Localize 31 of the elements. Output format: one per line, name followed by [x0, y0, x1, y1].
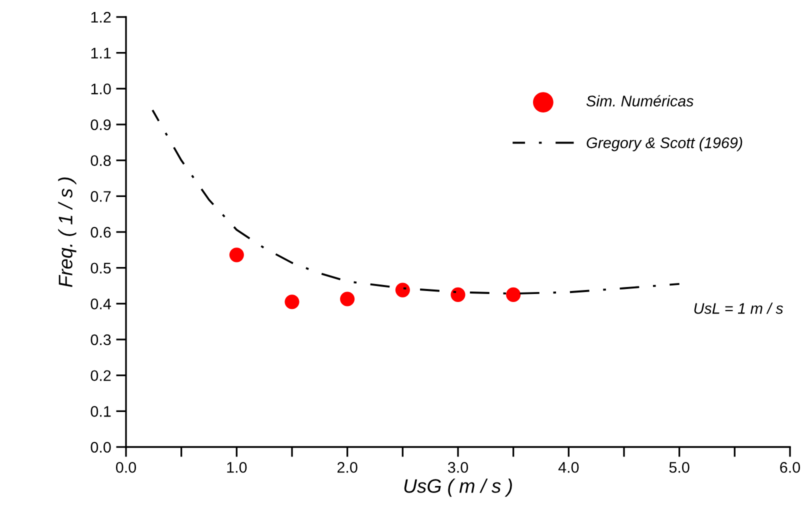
- y-tick-label: 0.0: [90, 442, 111, 453]
- y-axis-title: Freq. ( 1 / s ): [58, 178, 76, 288]
- x-tick-label: 1.0: [227, 462, 247, 473]
- y-tick-label: 1.2: [91, 12, 111, 23]
- legend-label: Sim. Numéricas: [586, 95, 694, 106]
- y-tick-label: 0.7: [90, 191, 111, 202]
- y-tick-label: 0.8: [90, 155, 111, 166]
- point: [450, 287, 466, 302]
- y-tick-label: 0.1: [90, 406, 111, 417]
- x-tick-label: 3.0: [448, 462, 468, 473]
- point: [506, 287, 521, 302]
- y-tick-label: 0.2: [90, 370, 111, 382]
- y-tick-label: 1.1: [91, 48, 111, 58]
- x-axis-title: UsG ( m / s ): [404, 478, 512, 497]
- x-tick-label: 4.0: [558, 462, 579, 473]
- y-tick-label: 0.5: [90, 262, 111, 274]
- annotation: UsL = 1 m / s: [694, 302, 784, 314]
- y-tick-label: 0.3: [90, 334, 111, 346]
- point: [229, 248, 244, 262]
- x-tick-label: 5.0: [669, 462, 690, 473]
- point: [395, 282, 410, 298]
- point: [284, 294, 300, 310]
- y-tick-label: 0.6: [90, 226, 111, 238]
- y-tick-label: 0.9: [90, 119, 111, 130]
- y-tick-label: 1.0: [91, 84, 111, 94]
- x-tick-label: 2.0: [337, 462, 358, 473]
- y-tick-label: 0.4: [90, 298, 111, 310]
- legend-label: Gregory & Scott (1969): [586, 136, 742, 152]
- x-tick-label: 0.0: [116, 462, 136, 473]
- point: [340, 292, 355, 306]
- x-tick-label: 6.0: [780, 462, 800, 473]
